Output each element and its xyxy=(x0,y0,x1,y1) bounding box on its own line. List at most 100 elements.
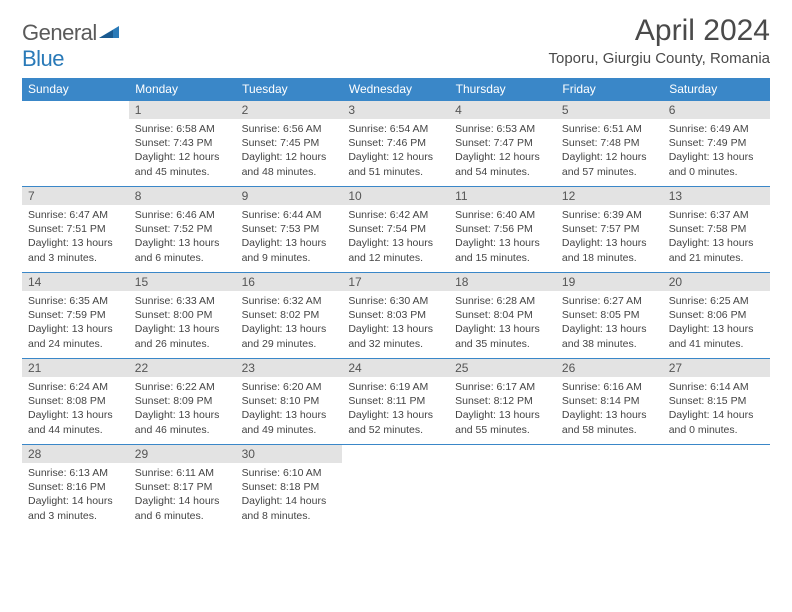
day-body: Sunrise: 6:58 AMSunset: 7:43 PMDaylight:… xyxy=(129,119,236,183)
day-cell: 22Sunrise: 6:22 AMSunset: 8:09 PMDayligh… xyxy=(129,359,236,445)
day-cell: 1Sunrise: 6:58 AMSunset: 7:43 PMDaylight… xyxy=(129,101,236,187)
day-cell xyxy=(556,445,663,531)
day-number: 2 xyxy=(236,101,343,119)
day-body: Sunrise: 6:24 AMSunset: 8:08 PMDaylight:… xyxy=(22,377,129,441)
day-number: 20 xyxy=(663,273,770,291)
day-number: 11 xyxy=(449,187,556,205)
dayname-sunday: Sunday xyxy=(22,78,129,101)
day-body: Sunrise: 6:49 AMSunset: 7:49 PMDaylight:… xyxy=(663,119,770,183)
day-number: 19 xyxy=(556,273,663,291)
day-body: Sunrise: 6:14 AMSunset: 8:15 PMDaylight:… xyxy=(663,377,770,441)
week-row: 21Sunrise: 6:24 AMSunset: 8:08 PMDayligh… xyxy=(22,359,770,445)
day-cell: 6Sunrise: 6:49 AMSunset: 7:49 PMDaylight… xyxy=(663,101,770,187)
day-body: Sunrise: 6:51 AMSunset: 7:48 PMDaylight:… xyxy=(556,119,663,183)
logo-triangle-icon xyxy=(99,24,121,45)
day-number: 4 xyxy=(449,101,556,119)
calendar-body: 1Sunrise: 6:58 AMSunset: 7:43 PMDaylight… xyxy=(22,101,770,531)
month-title: April 2024 xyxy=(549,14,771,48)
day-cell: 30Sunrise: 6:10 AMSunset: 8:18 PMDayligh… xyxy=(236,445,343,531)
calendar-table: SundayMondayTuesdayWednesdayThursdayFrid… xyxy=(22,78,770,531)
day-cell xyxy=(663,445,770,531)
dayname-wednesday: Wednesday xyxy=(342,78,449,101)
day-cell: 4Sunrise: 6:53 AMSunset: 7:47 PMDaylight… xyxy=(449,101,556,187)
week-row: 14Sunrise: 6:35 AMSunset: 7:59 PMDayligh… xyxy=(22,273,770,359)
day-number: 29 xyxy=(129,445,236,463)
title-block: April 2024 Toporu, Giurgiu County, Roman… xyxy=(549,14,771,67)
day-cell xyxy=(342,445,449,531)
day-body: Sunrise: 6:11 AMSunset: 8:17 PMDaylight:… xyxy=(129,463,236,527)
day-cell xyxy=(449,445,556,531)
day-number: 10 xyxy=(342,187,449,205)
dayname-thursday: Thursday xyxy=(449,78,556,101)
day-body: Sunrise: 6:28 AMSunset: 8:04 PMDaylight:… xyxy=(449,291,556,355)
day-cell: 17Sunrise: 6:30 AMSunset: 8:03 PMDayligh… xyxy=(342,273,449,359)
dayname-row: SundayMondayTuesdayWednesdayThursdayFrid… xyxy=(22,78,770,101)
day-cell: 15Sunrise: 6:33 AMSunset: 8:00 PMDayligh… xyxy=(129,273,236,359)
day-cell: 9Sunrise: 6:44 AMSunset: 7:53 PMDaylight… xyxy=(236,187,343,273)
day-number: 15 xyxy=(129,273,236,291)
day-cell: 21Sunrise: 6:24 AMSunset: 8:08 PMDayligh… xyxy=(22,359,129,445)
day-body: Sunrise: 6:32 AMSunset: 8:02 PMDaylight:… xyxy=(236,291,343,355)
day-cell: 3Sunrise: 6:54 AMSunset: 7:46 PMDaylight… xyxy=(342,101,449,187)
day-cell: 18Sunrise: 6:28 AMSunset: 8:04 PMDayligh… xyxy=(449,273,556,359)
day-cell: 26Sunrise: 6:16 AMSunset: 8:14 PMDayligh… xyxy=(556,359,663,445)
day-body: Sunrise: 6:22 AMSunset: 8:09 PMDaylight:… xyxy=(129,377,236,441)
day-body: Sunrise: 6:35 AMSunset: 7:59 PMDaylight:… xyxy=(22,291,129,355)
day-cell: 2Sunrise: 6:56 AMSunset: 7:45 PMDaylight… xyxy=(236,101,343,187)
day-number: 18 xyxy=(449,273,556,291)
day-cell: 25Sunrise: 6:17 AMSunset: 8:12 PMDayligh… xyxy=(449,359,556,445)
day-body: Sunrise: 6:54 AMSunset: 7:46 PMDaylight:… xyxy=(342,119,449,183)
day-cell xyxy=(22,101,129,187)
location: Toporu, Giurgiu County, Romania xyxy=(549,50,771,67)
day-number: 13 xyxy=(663,187,770,205)
day-number: 3 xyxy=(342,101,449,119)
day-cell: 10Sunrise: 6:42 AMSunset: 7:54 PMDayligh… xyxy=(342,187,449,273)
header: General Blue April 2024 Toporu, Giurgiu … xyxy=(22,14,770,72)
day-body: Sunrise: 6:44 AMSunset: 7:53 PMDaylight:… xyxy=(236,205,343,269)
day-number: 9 xyxy=(236,187,343,205)
day-body: Sunrise: 6:27 AMSunset: 8:05 PMDaylight:… xyxy=(556,291,663,355)
day-cell: 16Sunrise: 6:32 AMSunset: 8:02 PMDayligh… xyxy=(236,273,343,359)
day-number: 21 xyxy=(22,359,129,377)
day-body: Sunrise: 6:20 AMSunset: 8:10 PMDaylight:… xyxy=(236,377,343,441)
day-cell: 5Sunrise: 6:51 AMSunset: 7:48 PMDaylight… xyxy=(556,101,663,187)
day-number: 23 xyxy=(236,359,343,377)
logo-text: General Blue xyxy=(22,20,97,72)
day-body: Sunrise: 6:19 AMSunset: 8:11 PMDaylight:… xyxy=(342,377,449,441)
day-number: 22 xyxy=(129,359,236,377)
dayname-saturday: Saturday xyxy=(663,78,770,101)
day-cell: 12Sunrise: 6:39 AMSunset: 7:57 PMDayligh… xyxy=(556,187,663,273)
day-number: 26 xyxy=(556,359,663,377)
dayname-friday: Friday xyxy=(556,78,663,101)
day-body: Sunrise: 6:56 AMSunset: 7:45 PMDaylight:… xyxy=(236,119,343,183)
dayname-monday: Monday xyxy=(129,78,236,101)
day-number: 8 xyxy=(129,187,236,205)
day-cell: 13Sunrise: 6:37 AMSunset: 7:58 PMDayligh… xyxy=(663,187,770,273)
day-body: Sunrise: 6:42 AMSunset: 7:54 PMDaylight:… xyxy=(342,205,449,269)
day-number: 25 xyxy=(449,359,556,377)
week-row: 28Sunrise: 6:13 AMSunset: 8:16 PMDayligh… xyxy=(22,445,770,531)
day-number: 28 xyxy=(22,445,129,463)
day-body: Sunrise: 6:10 AMSunset: 8:18 PMDaylight:… xyxy=(236,463,343,527)
logo-part1: General xyxy=(22,20,97,45)
dayname-tuesday: Tuesday xyxy=(236,78,343,101)
day-cell: 14Sunrise: 6:35 AMSunset: 7:59 PMDayligh… xyxy=(22,273,129,359)
day-body: Sunrise: 6:33 AMSunset: 8:00 PMDaylight:… xyxy=(129,291,236,355)
day-number: 7 xyxy=(22,187,129,205)
week-row: 7Sunrise: 6:47 AMSunset: 7:51 PMDaylight… xyxy=(22,187,770,273)
day-cell: 28Sunrise: 6:13 AMSunset: 8:16 PMDayligh… xyxy=(22,445,129,531)
day-cell: 24Sunrise: 6:19 AMSunset: 8:11 PMDayligh… xyxy=(342,359,449,445)
day-body: Sunrise: 6:16 AMSunset: 8:14 PMDaylight:… xyxy=(556,377,663,441)
day-body: Sunrise: 6:25 AMSunset: 8:06 PMDaylight:… xyxy=(663,291,770,355)
day-number: 14 xyxy=(22,273,129,291)
logo: General Blue xyxy=(22,14,121,72)
day-body: Sunrise: 6:40 AMSunset: 7:56 PMDaylight:… xyxy=(449,205,556,269)
day-body: Sunrise: 6:46 AMSunset: 7:52 PMDaylight:… xyxy=(129,205,236,269)
day-body: Sunrise: 6:17 AMSunset: 8:12 PMDaylight:… xyxy=(449,377,556,441)
logo-part2: Blue xyxy=(22,46,64,71)
day-body: Sunrise: 6:39 AMSunset: 7:57 PMDaylight:… xyxy=(556,205,663,269)
day-cell: 27Sunrise: 6:14 AMSunset: 8:15 PMDayligh… xyxy=(663,359,770,445)
day-cell: 29Sunrise: 6:11 AMSunset: 8:17 PMDayligh… xyxy=(129,445,236,531)
week-row: 1Sunrise: 6:58 AMSunset: 7:43 PMDaylight… xyxy=(22,101,770,187)
day-number: 1 xyxy=(129,101,236,119)
